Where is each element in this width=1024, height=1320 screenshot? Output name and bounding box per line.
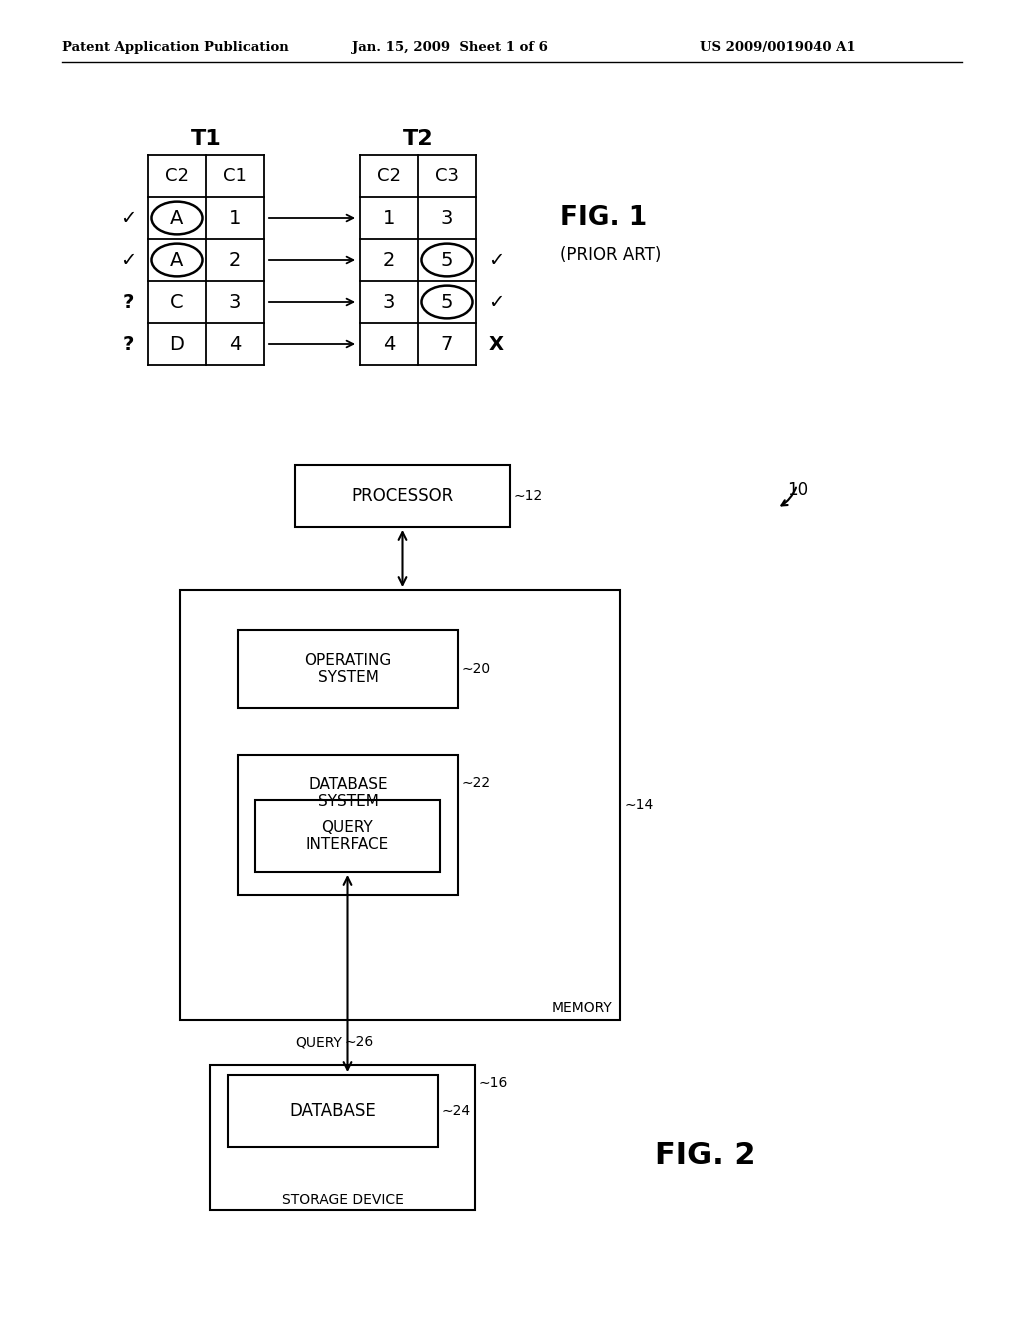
Text: 3: 3 — [440, 209, 454, 227]
Text: 5: 5 — [440, 251, 454, 269]
Text: (PRIOR ART): (PRIOR ART) — [560, 246, 662, 264]
Text: PROCESSOR: PROCESSOR — [351, 487, 454, 506]
Text: ∼14: ∼14 — [625, 799, 654, 812]
Text: C2: C2 — [165, 168, 189, 185]
Text: ∼22: ∼22 — [462, 776, 492, 789]
Text: D: D — [170, 334, 184, 354]
Text: T2: T2 — [402, 129, 433, 149]
Text: C1: C1 — [223, 168, 247, 185]
Text: 1: 1 — [228, 209, 242, 227]
Bar — [180, 590, 620, 1020]
Text: Patent Application Publication: Patent Application Publication — [62, 41, 289, 54]
Text: A: A — [170, 209, 183, 227]
Text: C2: C2 — [377, 168, 401, 185]
Text: ∼20: ∼20 — [462, 663, 492, 676]
Text: DATABASE: DATABASE — [290, 1102, 377, 1119]
Text: ∼12: ∼12 — [514, 488, 544, 503]
Text: ∼26: ∼26 — [344, 1035, 374, 1049]
Text: 2: 2 — [228, 251, 242, 269]
Text: 4: 4 — [228, 334, 242, 354]
Text: 3: 3 — [383, 293, 395, 312]
Text: FIG. 2: FIG. 2 — [655, 1140, 756, 1170]
Bar — [228, 1074, 438, 1147]
Text: T1: T1 — [190, 129, 221, 149]
Text: A: A — [170, 251, 183, 269]
Text: ∼24: ∼24 — [442, 1104, 471, 1118]
Text: X: X — [488, 334, 504, 354]
Text: ✓: ✓ — [120, 209, 136, 227]
Text: QUERY: QUERY — [296, 1035, 342, 1049]
Text: ✓: ✓ — [487, 251, 504, 269]
Text: ∼16: ∼16 — [479, 1076, 508, 1090]
Bar — [210, 1065, 475, 1210]
Text: 10: 10 — [787, 480, 808, 499]
Text: QUERY
INTERFACE: QUERY INTERFACE — [306, 820, 389, 853]
Text: DATABASE
SYSTEM: DATABASE SYSTEM — [308, 776, 388, 809]
Text: Jan. 15, 2009  Sheet 1 of 6: Jan. 15, 2009 Sheet 1 of 6 — [352, 41, 548, 54]
Text: 1: 1 — [383, 209, 395, 227]
Bar — [238, 755, 458, 895]
Text: STORAGE DEVICE: STORAGE DEVICE — [282, 1193, 403, 1206]
Text: C3: C3 — [435, 168, 459, 185]
Text: ?: ? — [122, 334, 134, 354]
Bar — [255, 800, 440, 873]
Text: C: C — [170, 293, 184, 312]
Text: 3: 3 — [228, 293, 242, 312]
Text: OPERATING
SYSTEM: OPERATING SYSTEM — [304, 653, 391, 685]
Text: 2: 2 — [383, 251, 395, 269]
Text: 7: 7 — [440, 334, 454, 354]
Text: ?: ? — [122, 293, 134, 312]
Bar — [238, 630, 458, 708]
Text: 4: 4 — [383, 334, 395, 354]
Bar — [295, 465, 510, 527]
Text: MEMORY: MEMORY — [551, 1001, 612, 1015]
Text: US 2009/0019040 A1: US 2009/0019040 A1 — [700, 41, 856, 54]
Text: ✓: ✓ — [120, 251, 136, 269]
Text: FIG. 1: FIG. 1 — [560, 205, 647, 231]
Text: 5: 5 — [440, 293, 454, 312]
Text: ✓: ✓ — [487, 293, 504, 312]
